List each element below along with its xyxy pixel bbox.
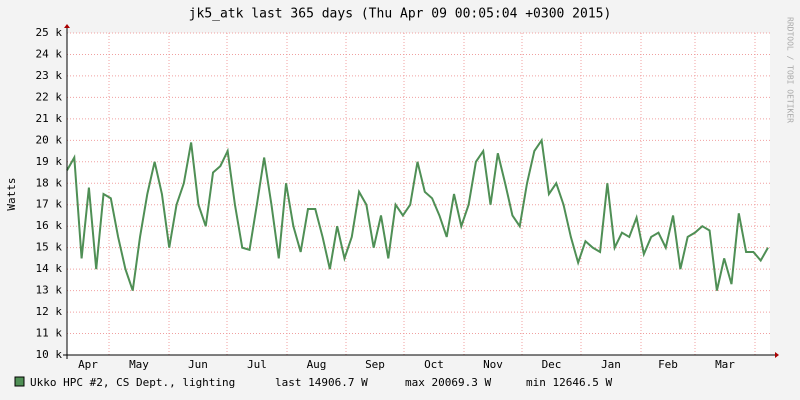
x-tick-label: Jun (188, 358, 208, 371)
x-tick-label: Aug (307, 358, 327, 371)
y-tick-label: 11 k (36, 327, 63, 340)
series-line (66, 137, 769, 291)
y-axis-arrow (64, 24, 70, 28)
legend-label: Ukko HPC #2, CS Dept., lighting (30, 376, 235, 389)
y-tick-label: 15 k (36, 241, 63, 254)
y-tick-label: 12 k (36, 305, 63, 318)
y-tick-label: 17 k (36, 198, 63, 211)
legend-stat: min 12646.5 W (526, 376, 612, 389)
watermark: RRDTOOL / TOBI OETIKER (786, 17, 795, 123)
x-tick-label: Dec (542, 358, 562, 371)
x-tick-label: Jan (601, 358, 621, 371)
x-tick-label: May (129, 358, 149, 371)
y-tick-label: 18 k (36, 176, 63, 189)
x-tick-label: Mar (715, 358, 735, 371)
y-tick-label: 21 k (36, 112, 63, 125)
y-tick-label: 16 k (36, 219, 63, 232)
y-tick-label: 19 k (36, 155, 63, 168)
chart-title: jk5_atk last 365 days (Thu Apr 09 00:05:… (189, 7, 612, 22)
legend-stat: last 14906.7 W (275, 376, 368, 389)
x-tick-label: Nov (483, 358, 503, 371)
y-tick-label: 22 k (36, 90, 63, 103)
plot-area (67, 33, 770, 355)
x-tick-label: Apr (78, 358, 98, 371)
x-tick-label: Oct (424, 358, 444, 371)
x-tick-label: Jul (247, 358, 267, 371)
legend-swatch (14, 376, 25, 387)
y-tick-label: 25 k (36, 26, 63, 39)
x-axis-arrow (775, 352, 779, 358)
x-tick-label: Feb (658, 358, 678, 371)
y-tick-label: 20 k (36, 133, 63, 146)
y-tick-label: 23 k (36, 69, 63, 82)
y-axis-label: Watts (5, 177, 18, 210)
y-tick-label: 14 k (36, 262, 63, 275)
x-tick-label: Sep (365, 358, 385, 371)
y-tick-label: 24 k (36, 47, 63, 60)
y-tick-label: 13 k (36, 284, 63, 297)
y-tick-label: 10 k (36, 348, 63, 361)
legend-stat: max 20069.3 W (405, 376, 491, 389)
